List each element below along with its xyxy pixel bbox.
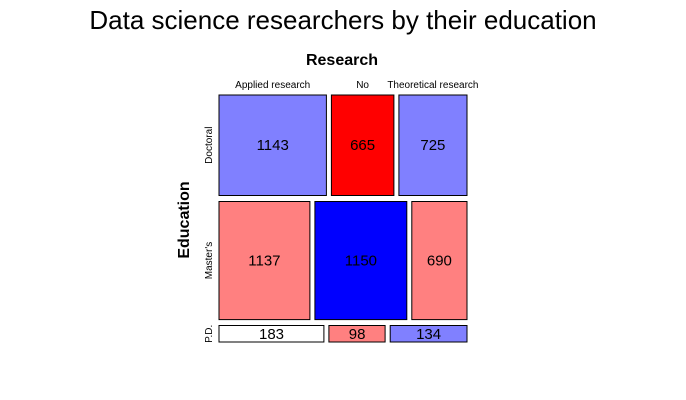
cell-value-doctoral-theoretical-research: 725 <box>420 137 445 154</box>
cell-doctoral-applied-research <box>218 94 327 196</box>
cell-value-p-d-theoretical-research: 134 <box>416 326 441 343</box>
x-variable-label: Research <box>306 52 378 69</box>
cell-p-d-no <box>328 325 386 343</box>
cell-master-s-no <box>314 201 408 321</box>
chart-title: Data science researchers by their educat… <box>89 5 597 35</box>
cell-value-master-s-theoretical-research: 690 <box>427 253 452 270</box>
cell-value-doctoral-applied-research: 1143 <box>257 137 289 154</box>
cell-master-s-theoretical-research <box>411 201 468 321</box>
y-variable-label: Education <box>176 181 193 258</box>
cell-value-master-s-no: 1150 <box>345 253 377 270</box>
column-label-theoretical-research: Theoretical research <box>387 80 478 91</box>
cell-doctoral-theoretical-research <box>398 94 468 196</box>
row-label-doctoral: Doctoral <box>204 127 215 164</box>
row-labels: Doctoral Master's P.D. <box>204 127 215 343</box>
column-labels: Applied research No Theoretical research <box>235 80 478 91</box>
cell-value-p-d-no: 98 <box>349 326 366 343</box>
cell-value-master-s-applied-research: 1137 <box>248 253 280 270</box>
cell-p-d-applied-research <box>218 325 325 343</box>
row-label-p-d: P.D. <box>204 325 215 343</box>
cell-value-doctoral-no: 665 <box>350 137 375 154</box>
cell-doctoral-no <box>330 94 395 196</box>
column-label-applied-research: Applied research <box>235 80 310 91</box>
cell-master-s-applied-research <box>218 201 311 321</box>
mosaic-cells: 1143 665 725 1137 1150 690 183 98 134 <box>218 94 468 343</box>
cell-value-p-d-applied-research: 183 <box>259 326 284 343</box>
column-label-no: No <box>356 80 369 91</box>
row-label-master-s: Master's <box>204 242 215 279</box>
cell-p-d-theoretical-research <box>389 325 468 343</box>
